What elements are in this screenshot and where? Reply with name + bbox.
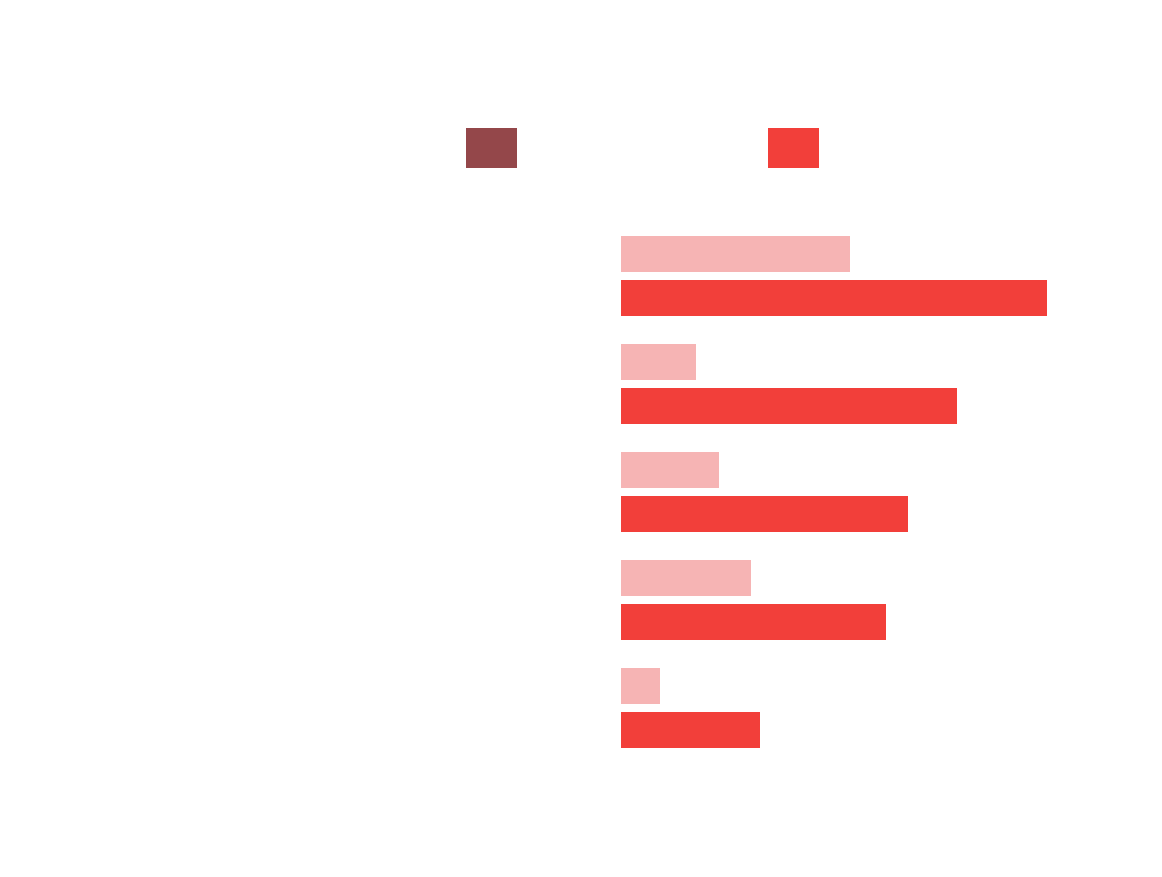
bar [621, 236, 850, 272]
bar [621, 668, 660, 704]
bar [621, 560, 751, 596]
legend-swatch [768, 128, 819, 168]
bar [621, 344, 696, 380]
bar [621, 280, 1047, 316]
bar [621, 452, 719, 488]
bar [621, 388, 957, 424]
bar [621, 712, 760, 748]
bar [621, 496, 908, 532]
bar [621, 604, 886, 640]
legend-swatch [466, 128, 517, 168]
